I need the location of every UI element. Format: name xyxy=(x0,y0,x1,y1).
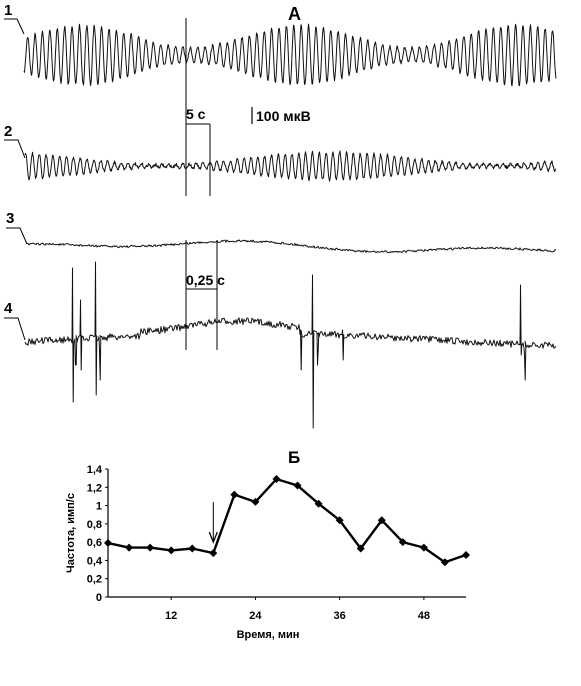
trace-4 xyxy=(24,261,557,429)
event-arrow xyxy=(208,502,218,544)
data-point xyxy=(419,543,428,552)
y-tick-label: 1,2 xyxy=(87,482,102,494)
time-scale-5s-label: 5 с xyxy=(186,106,206,122)
data-point xyxy=(125,543,134,552)
trace-1 xyxy=(23,23,557,87)
trace-4-marker xyxy=(4,317,26,341)
x-tick-label: 36 xyxy=(334,610,346,622)
y-tick-label: 0 xyxy=(96,592,102,604)
data-point xyxy=(314,499,323,508)
y-axis-title: Частота, имп/с xyxy=(65,493,77,573)
data-point xyxy=(209,549,218,558)
trace-2-marker xyxy=(4,139,26,159)
data-point xyxy=(104,539,112,548)
trace-1-label: 1 xyxy=(4,2,12,19)
data-point xyxy=(462,550,470,559)
y-tick-label: 0,6 xyxy=(87,537,102,549)
data-point xyxy=(356,544,365,553)
y-tick-label: 0,8 xyxy=(87,519,102,531)
x-tick-label: 24 xyxy=(249,610,262,622)
data-point xyxy=(230,490,239,499)
trace-3-marker xyxy=(6,227,28,245)
panel-a-label: А xyxy=(288,4,301,24)
event-arrow-head xyxy=(208,531,218,544)
x-tick-label: 12 xyxy=(165,610,177,622)
data-point xyxy=(146,543,155,552)
time-scale-025s-label: 0,25 с xyxy=(186,272,225,288)
amplitude-scale-label: 100 мкВ xyxy=(256,108,311,124)
data-point xyxy=(188,544,197,553)
trace-2 xyxy=(24,150,557,182)
data-point xyxy=(167,546,176,555)
data-point xyxy=(440,558,449,567)
trace-3 xyxy=(26,239,557,254)
data-point xyxy=(335,516,344,525)
x-ticks: 12 24 36 48 xyxy=(165,597,430,622)
y-ticks: 0 0,2 0,4 0,6 0,8 1 1,2 1,4 xyxy=(87,464,108,604)
data-point xyxy=(293,481,302,490)
x-axis-title: Время, мин xyxy=(237,629,300,641)
data-point xyxy=(398,538,407,547)
trace-4-label: 4 xyxy=(4,300,13,317)
y-tick-label: 1 xyxy=(96,501,102,513)
x-tick-label: 48 xyxy=(418,610,430,622)
panel-b-chart: Б Частота, имп/с Время, мин 0 0,2 0,4 0,6 0,… xyxy=(65,448,470,641)
panel-a: А 1 2 3 4 5 с 100 мкВ 0,25 с xyxy=(4,2,557,429)
trace-3-label: 3 xyxy=(6,210,14,227)
y-tick-label: 1,4 xyxy=(87,464,103,476)
data-point xyxy=(377,516,386,525)
chart-title: Б xyxy=(288,448,300,467)
data-point xyxy=(272,475,281,484)
y-tick-label: 0,2 xyxy=(87,574,102,586)
trace-2-label: 2 xyxy=(4,123,12,140)
data-point xyxy=(251,497,260,506)
data-points xyxy=(104,475,470,567)
trace-1-marker xyxy=(4,18,25,35)
y-tick-label: 0,4 xyxy=(87,555,103,567)
series-line xyxy=(107,477,467,564)
